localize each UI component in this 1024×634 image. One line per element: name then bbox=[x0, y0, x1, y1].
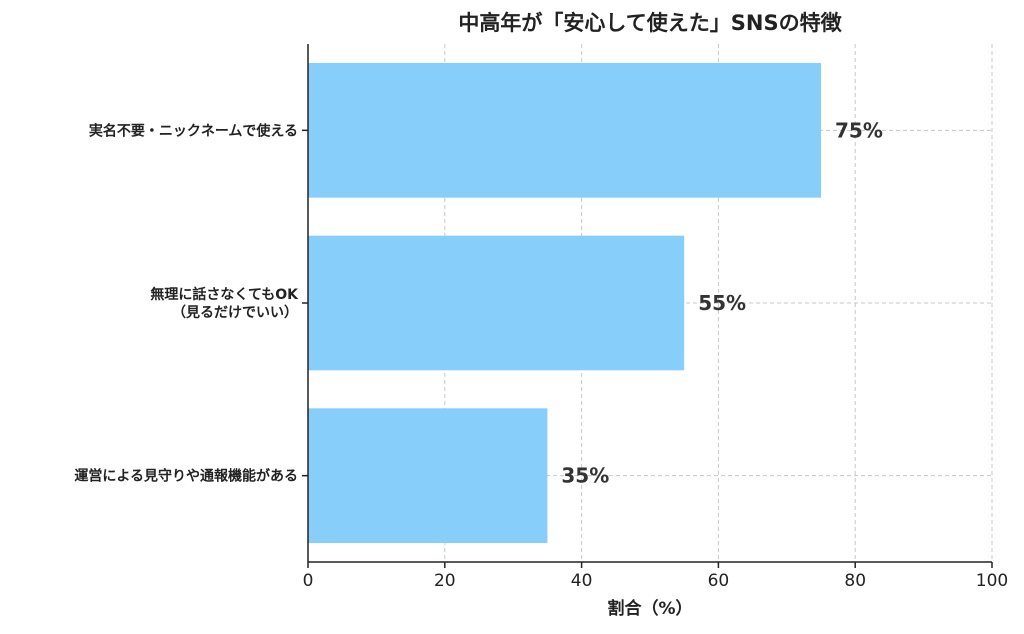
bar-value-label: 35% bbox=[561, 464, 609, 488]
x-tick-label: 80 bbox=[844, 571, 866, 591]
bar bbox=[308, 62, 821, 198]
x-tick-label: 20 bbox=[434, 571, 456, 591]
x-tick-label: 60 bbox=[708, 571, 730, 591]
x-tick-label: 0 bbox=[303, 571, 314, 591]
bar bbox=[308, 235, 685, 371]
x-axis-label: 割合（%） bbox=[607, 598, 692, 619]
bar-value-label: 75% bbox=[835, 118, 883, 142]
bar bbox=[308, 408, 548, 544]
category-label: 運営による見守りや通報機能がある bbox=[74, 468, 298, 485]
bar-value-label: 55% bbox=[698, 291, 746, 315]
x-tick-label: 40 bbox=[571, 571, 593, 591]
x-axis-ticks: 0 20 40 60 80 100 bbox=[303, 562, 1008, 591]
bars: 75% 55% 35% bbox=[308, 62, 883, 544]
chart-title: 中高年が「安心して使えた」SNSの特徴 bbox=[458, 11, 842, 35]
category-label: 実名不要・ニックネームで使える bbox=[89, 122, 298, 139]
category-label: 無理に話さなくてもOK bbox=[150, 286, 299, 303]
category-label: （見るだけでいい） bbox=[172, 305, 298, 321]
x-tick-label: 100 bbox=[976, 571, 1008, 591]
